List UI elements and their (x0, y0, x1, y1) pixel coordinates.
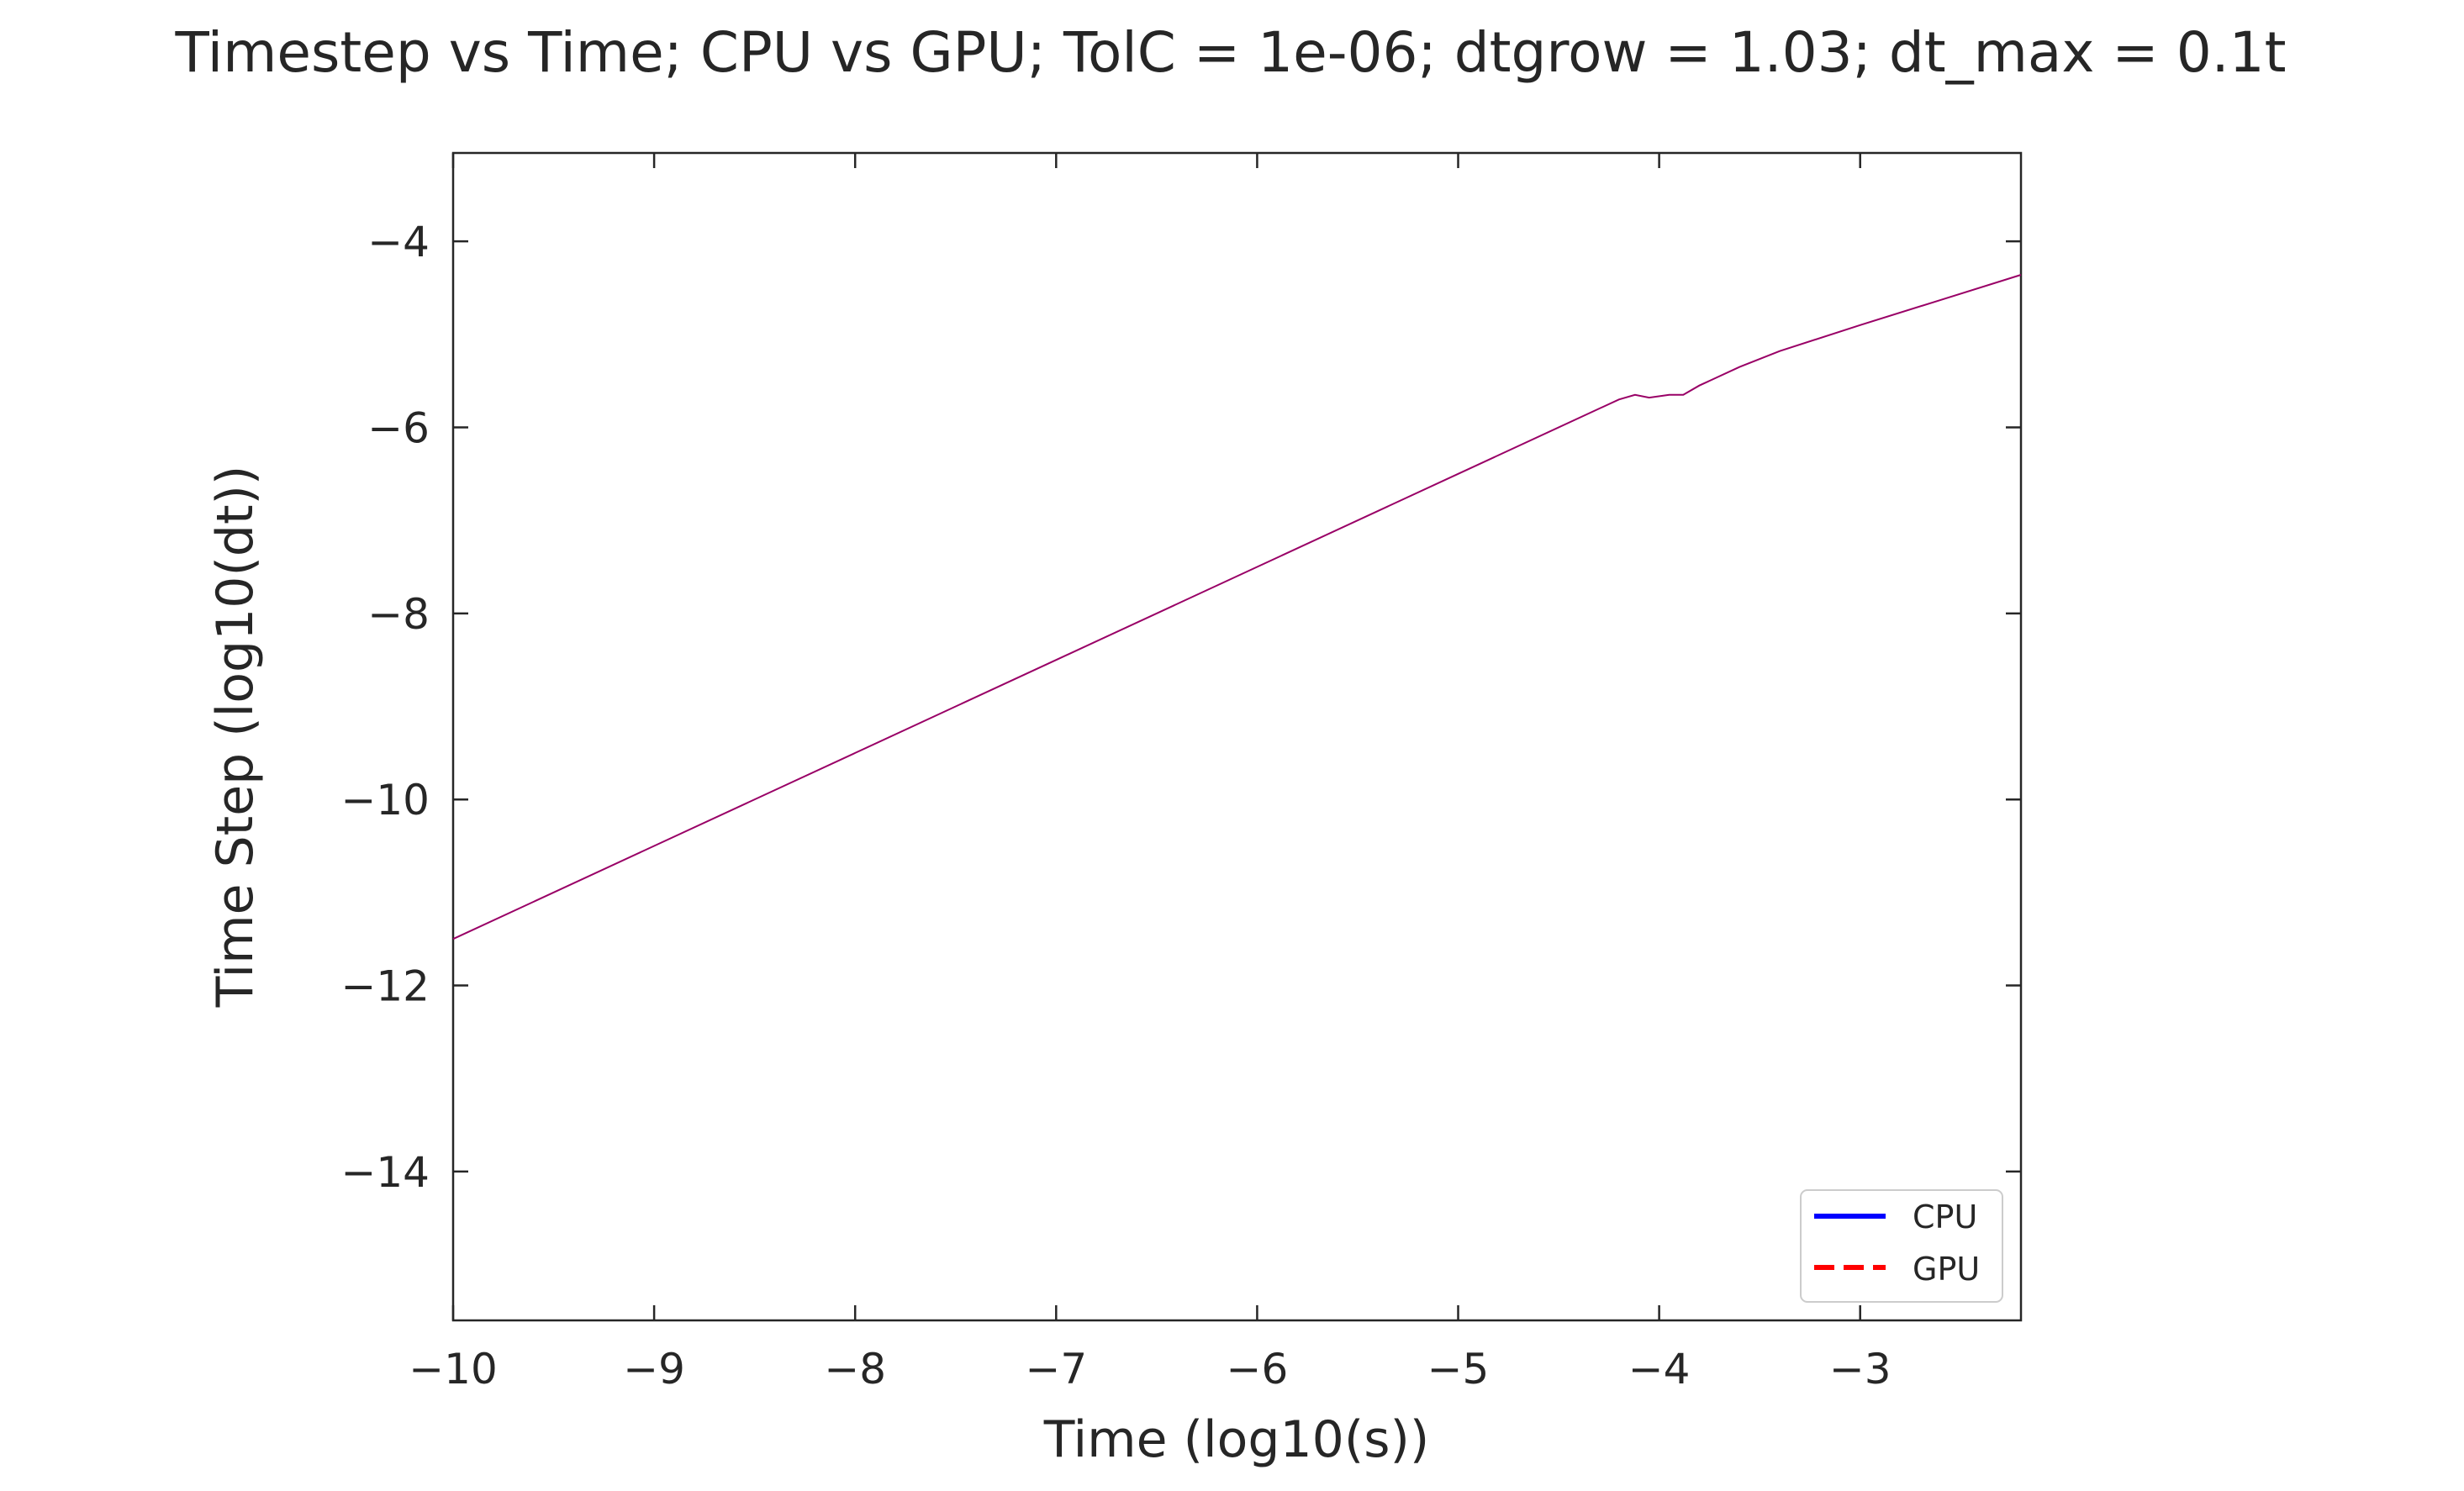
x-axis-label: Time (log10(s)) (1043, 1410, 1430, 1469)
y-tick-label-1: −12 (340, 962, 430, 1011)
series-line-cpu-gpu (452, 274, 2022, 940)
x-tick-label-4: −6 (1227, 1345, 1289, 1394)
chart-title: Timestep vs Time; CPU vs GPU; TolC = 1e-… (174, 20, 2286, 85)
legend-label-gpu: GPU (1913, 1251, 1980, 1288)
plot-lines (452, 274, 2022, 940)
x-tick-label-5: −5 (1427, 1345, 1490, 1394)
y-tick-label-0: −14 (340, 1148, 430, 1197)
x-tick-label-2: −8 (824, 1345, 886, 1394)
y-tick-label-2: −10 (340, 776, 430, 825)
y-tick-label-4: −6 (367, 403, 430, 452)
y-tick-label-5: −4 (367, 218, 430, 266)
legend: CPU GPU (1800, 1189, 2003, 1303)
plot-area (451, 151, 2023, 1322)
y-axis-label: Time Step (log10(dt)) (206, 466, 265, 1009)
x-tick-label-6: −4 (1628, 1345, 1691, 1394)
x-tick-label-7: −3 (1829, 1345, 1892, 1394)
y-tick-label-3: −8 (367, 590, 430, 639)
legend-label-cpu: CPU (1913, 1199, 1977, 1235)
axis-ticks: −10 −9 −8 −7 −6 −5 −4 −3 −14 −12 −10 −8 −6 −4 (340, 153, 2021, 1394)
x-tick-label-0: −10 (409, 1345, 498, 1394)
x-tick-label-3: −7 (1025, 1345, 1087, 1394)
x-tick-label-1: −9 (623, 1345, 685, 1394)
